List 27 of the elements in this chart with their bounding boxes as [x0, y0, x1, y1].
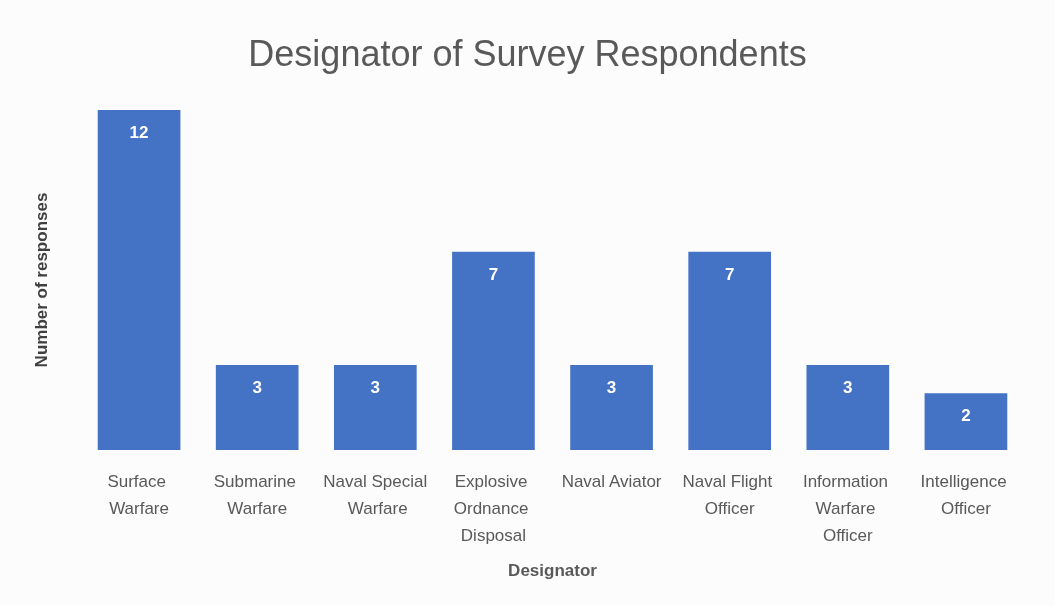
chart-title: Designator of Survey Respondents	[248, 32, 807, 74]
x-tick-label: Intelligence Officer	[920, 472, 1012, 518]
bar	[97, 110, 181, 450]
bar	[570, 365, 653, 450]
bar	[924, 393, 1008, 450]
x-tick-label: Naval Aviator	[561, 472, 662, 491]
data-label: 7	[724, 264, 735, 284]
data-label: 2	[961, 406, 971, 426]
bar	[333, 365, 417, 450]
bar	[806, 365, 890, 450]
x-tick-label: Surface Warfare	[107, 472, 171, 518]
x-tick-label: Explosive Ordnance Disposal	[453, 472, 534, 545]
data-label: 12	[129, 123, 149, 142]
bar	[215, 365, 299, 450]
bar	[688, 251, 772, 450]
x-tick-label: Naval Special Warfare	[323, 472, 428, 518]
data-label: 3	[252, 378, 262, 397]
x-tick-label: Naval Flight Officer	[682, 472, 777, 518]
bar	[452, 251, 535, 450]
data-label: 3	[606, 378, 617, 397]
y-axis-title: Number of responses	[32, 192, 51, 368]
data-label: 7	[488, 264, 499, 284]
x-tick-label: Information Warfare Officer	[802, 472, 893, 545]
x-axis-title: Designator	[508, 561, 598, 580]
x-tick-label: Submarine Warfare	[213, 472, 301, 518]
data-label: 3	[843, 378, 853, 397]
data-label: 3	[370, 378, 381, 397]
